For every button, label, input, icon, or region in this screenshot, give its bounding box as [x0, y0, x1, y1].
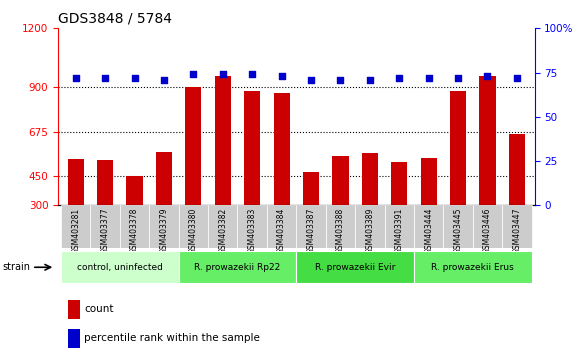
FancyBboxPatch shape: [267, 205, 296, 248]
FancyBboxPatch shape: [208, 205, 238, 248]
Point: [512, 75, 522, 81]
Point: [394, 75, 404, 81]
Point: [365, 77, 375, 82]
Point: [306, 77, 315, 82]
Text: GDS3848 / 5784: GDS3848 / 5784: [58, 12, 172, 26]
Text: GSM403446: GSM403446: [483, 207, 492, 254]
Bar: [215, 75, 231, 264]
Text: GSM403384: GSM403384: [277, 207, 286, 254]
Point: [336, 77, 345, 82]
FancyBboxPatch shape: [61, 205, 91, 248]
Bar: [391, 162, 407, 264]
FancyBboxPatch shape: [61, 251, 179, 283]
Bar: [479, 75, 496, 264]
Bar: [509, 133, 525, 264]
Point: [189, 72, 198, 77]
Bar: [274, 93, 290, 264]
FancyBboxPatch shape: [238, 205, 267, 248]
FancyBboxPatch shape: [179, 251, 296, 283]
Text: GSM403383: GSM403383: [248, 207, 257, 254]
Bar: [67, 159, 84, 264]
Text: GSM403445: GSM403445: [454, 207, 462, 254]
Text: percentile rank within the sample: percentile rank within the sample: [84, 333, 260, 343]
Bar: [303, 172, 319, 264]
Bar: [67, 300, 80, 319]
Text: GSM403379: GSM403379: [159, 207, 168, 254]
Text: GSM403378: GSM403378: [130, 207, 139, 254]
Text: GSM403382: GSM403382: [218, 207, 227, 254]
FancyBboxPatch shape: [502, 205, 532, 248]
Point: [71, 75, 80, 81]
Text: control, uninfected: control, uninfected: [77, 263, 163, 272]
FancyBboxPatch shape: [91, 205, 120, 248]
Text: strain: strain: [3, 262, 31, 272]
Bar: [185, 87, 202, 264]
Point: [218, 72, 227, 77]
Text: GSM403380: GSM403380: [189, 207, 198, 254]
Text: R. prowazekii Rp22: R. prowazekii Rp22: [195, 263, 281, 272]
Text: GSM403391: GSM403391: [394, 207, 404, 254]
FancyBboxPatch shape: [149, 205, 179, 248]
Bar: [244, 91, 260, 264]
Bar: [67, 329, 80, 348]
FancyBboxPatch shape: [326, 205, 355, 248]
Point: [277, 73, 286, 79]
Text: GSM403389: GSM403389: [365, 207, 374, 254]
Text: count: count: [84, 304, 114, 314]
Text: GSM403388: GSM403388: [336, 207, 345, 254]
Bar: [332, 156, 349, 264]
Point: [483, 73, 492, 79]
Text: R. prowazekii Erus: R. prowazekii Erus: [431, 263, 514, 272]
Point: [101, 75, 110, 81]
Text: GSM403377: GSM403377: [101, 207, 110, 254]
FancyBboxPatch shape: [355, 205, 385, 248]
FancyBboxPatch shape: [179, 205, 208, 248]
Text: GSM403447: GSM403447: [512, 207, 521, 254]
Bar: [156, 152, 172, 264]
Text: GSM403281: GSM403281: [71, 207, 80, 253]
FancyBboxPatch shape: [296, 205, 326, 248]
FancyBboxPatch shape: [443, 205, 473, 248]
Bar: [362, 153, 378, 264]
Bar: [127, 176, 143, 264]
Bar: [450, 91, 466, 264]
FancyBboxPatch shape: [120, 205, 149, 248]
FancyBboxPatch shape: [296, 251, 414, 283]
Bar: [421, 158, 437, 264]
FancyBboxPatch shape: [473, 205, 502, 248]
Text: R. prowazekii Evir: R. prowazekii Evir: [315, 263, 395, 272]
Point: [130, 75, 139, 81]
Text: GSM403387: GSM403387: [307, 207, 315, 254]
Point: [248, 72, 257, 77]
FancyBboxPatch shape: [385, 205, 414, 248]
Point: [159, 77, 168, 82]
FancyBboxPatch shape: [414, 251, 532, 283]
FancyBboxPatch shape: [414, 205, 443, 248]
Bar: [97, 160, 113, 264]
Text: GSM403444: GSM403444: [424, 207, 433, 254]
Point: [424, 75, 433, 81]
Point: [453, 75, 462, 81]
